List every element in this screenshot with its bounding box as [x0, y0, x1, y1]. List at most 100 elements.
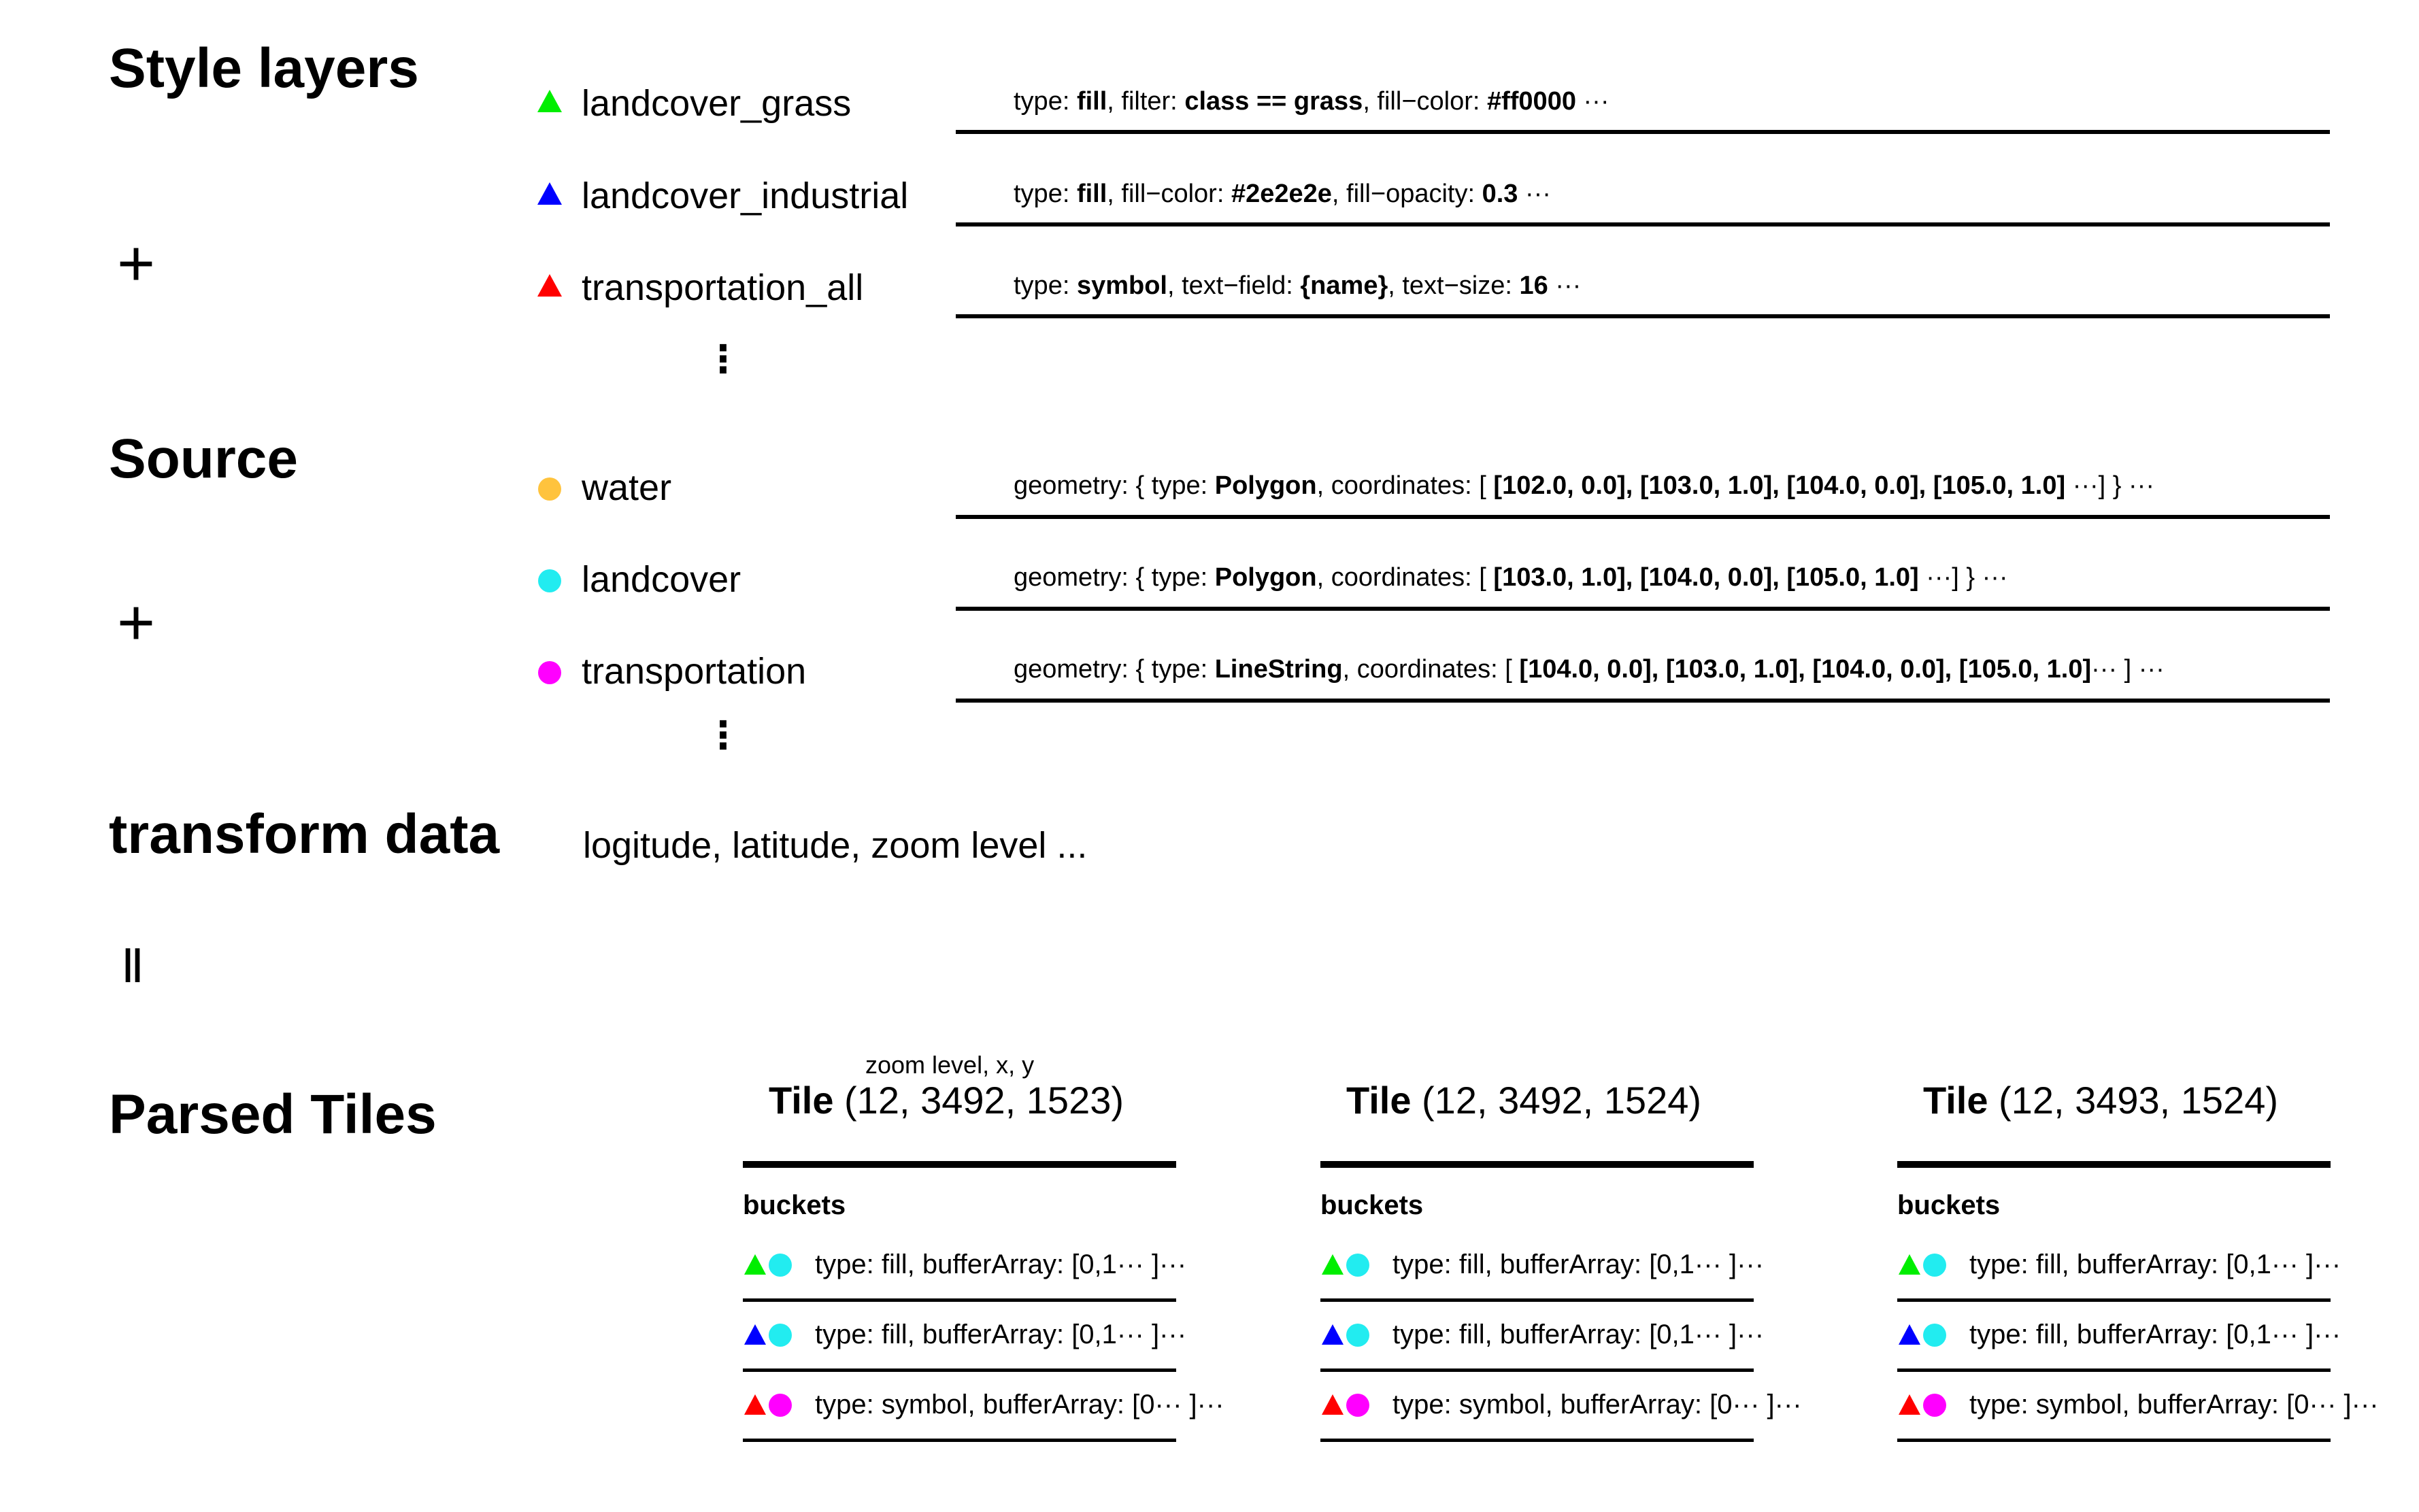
- prop-key: , coordinates: [: [1316, 563, 1494, 592]
- circle-marker-icon: [538, 661, 561, 684]
- prop-key: ···] } ···: [1918, 563, 2008, 592]
- style-layer-name: transportation_all: [582, 267, 864, 308]
- bucket-triangle-icon: [744, 1324, 766, 1345]
- tile-underline: [743, 1161, 1176, 1168]
- style-layer-props: type: symbol, text−field: {name}, text−s…: [1014, 273, 1581, 299]
- vertical-ellipsis: ⋮: [704, 713, 742, 756]
- tile-coords: (12, 3493, 1524): [1999, 1079, 2279, 1122]
- separator-line: [956, 314, 2330, 318]
- tile-title: Tile (12, 3492, 1523): [769, 1081, 1124, 1120]
- transform-data-text: logitude, latitude, zoom level ...: [583, 825, 1088, 866]
- bucket-text: type: symbol, bufferArray: [0··· ]···: [1969, 1390, 2379, 1419]
- prop-value: Polygon: [1214, 471, 1317, 500]
- heading-source: Source: [109, 428, 298, 490]
- heading-style-layers: Style layers: [109, 37, 419, 99]
- tile-word: Tile: [1346, 1079, 1412, 1122]
- prop-value: [103.0, 1.0], [104.0, 0.0], [105.0, 1.0]: [1493, 563, 1919, 592]
- separator-line: [956, 222, 2330, 226]
- prop-value: [102.0, 0.0], [103.0, 1.0], [104.0, 0.0]…: [1493, 471, 2066, 500]
- tile-word: Tile: [769, 1079, 834, 1122]
- circle-marker-icon: [538, 569, 561, 592]
- source-name: transportation: [582, 651, 807, 692]
- prop-key: , fill−color:: [1363, 87, 1487, 116]
- triangle-marker-icon: [537, 90, 562, 112]
- prop-key: geometry: { type:: [1014, 471, 1215, 500]
- bucket-text: type: symbol, bufferArray: [0··· ]···: [815, 1390, 1224, 1419]
- bucket-circle-icon: [1346, 1394, 1369, 1417]
- bucket-separator: [743, 1298, 1176, 1302]
- style-layer-name: landcover_industrial: [582, 175, 909, 216]
- bucket-triangle-icon: [744, 1254, 766, 1275]
- source-name: water: [582, 467, 672, 508]
- equals-operator: II: [121, 939, 144, 993]
- tile-title: Tile (12, 3492, 1524): [1346, 1081, 1701, 1120]
- tile-title: Tile (12, 3493, 1524): [1923, 1081, 2278, 1120]
- tile-coords: (12, 3492, 1524): [1422, 1079, 1702, 1122]
- prop-value: fill: [1076, 180, 1107, 208]
- bucket-separator: [743, 1368, 1176, 1372]
- tile-underline: [1320, 1161, 1754, 1168]
- separator-line: [956, 699, 2330, 703]
- prop-key: type:: [1014, 87, 1077, 116]
- bucket-separator: [1320, 1298, 1754, 1302]
- bucket-text: type: symbol, bufferArray: [0··· ]···: [1392, 1390, 1802, 1419]
- source-geometry: geometry: { type: Polygon, coordinates: …: [1014, 473, 2154, 499]
- tile-coords: (12, 3492, 1523): [844, 1079, 1124, 1122]
- style-layer-props: type: fill, filter: class == grass, fill…: [1014, 88, 1609, 114]
- tile-coordinate-label: zoom level, x, y: [865, 1051, 1035, 1079]
- prop-key: geometry: { type:: [1014, 655, 1215, 684]
- prop-value: symbol: [1076, 271, 1167, 300]
- prop-key: , fill−opacity:: [1331, 180, 1482, 208]
- buckets-label: buckets: [743, 1190, 846, 1220]
- bucket-triangle-icon: [1899, 1254, 1920, 1275]
- prop-key: , coordinates: [: [1342, 655, 1520, 684]
- bucket-circle-icon: [1346, 1324, 1369, 1347]
- prop-key: geometry: { type:: [1014, 563, 1215, 592]
- prop-key: ···] } ···: [2065, 471, 2154, 500]
- bucket-triangle-icon: [1899, 1324, 1920, 1345]
- bucket-separator: [743, 1439, 1176, 1442]
- prop-key: ···: [1548, 271, 1582, 300]
- prop-key: type:: [1014, 180, 1077, 208]
- bucket-separator: [1320, 1368, 1754, 1372]
- prop-key: , filter:: [1107, 87, 1185, 116]
- bucket-circle-icon: [1923, 1254, 1946, 1277]
- triangle-marker-icon: [537, 274, 562, 297]
- bucket-circle-icon: [769, 1394, 792, 1417]
- bucket-text: type: fill, bufferArray: [0,1··· ]···: [1392, 1249, 1765, 1279]
- bucket-triangle-icon: [744, 1394, 766, 1415]
- bucket-triangle-icon: [1899, 1394, 1920, 1415]
- prop-value: Polygon: [1214, 563, 1317, 592]
- bucket-circle-icon: [769, 1254, 792, 1277]
- prop-key: type:: [1014, 271, 1077, 300]
- heading-transform: transform data: [109, 803, 500, 865]
- prop-key: ···: [1575, 87, 1609, 116]
- prop-key: , text−size:: [1388, 271, 1520, 300]
- prop-key: , coordinates: [: [1316, 471, 1494, 500]
- prop-value: {name}: [1300, 271, 1388, 300]
- prop-key: ··· ] ···: [2091, 655, 2165, 684]
- prop-value: #ff0000: [1486, 87, 1576, 116]
- bucket-circle-icon: [769, 1324, 792, 1347]
- source-geometry: geometry: { type: LineString, coordinate…: [1014, 656, 2165, 682]
- bucket-circle-icon: [1923, 1324, 1946, 1347]
- source-name: landcover: [582, 559, 741, 600]
- separator-line: [956, 130, 2330, 134]
- prop-value: 16: [1519, 271, 1548, 300]
- plus-operator: +: [117, 586, 156, 659]
- vertical-ellipsis: ⋮: [704, 337, 742, 380]
- separator-line: [956, 607, 2330, 611]
- bucket-separator: [1897, 1298, 2331, 1302]
- buckets-label: buckets: [1897, 1190, 2001, 1220]
- bucket-triangle-icon: [1322, 1394, 1344, 1415]
- bucket-separator: [1897, 1439, 2331, 1442]
- bucket-text: type: fill, bufferArray: [0,1··· ]···: [815, 1320, 1187, 1349]
- prop-value: fill: [1076, 87, 1107, 116]
- prop-key: ···: [1518, 180, 1551, 208]
- bucket-triangle-icon: [1322, 1254, 1344, 1275]
- bucket-text: type: fill, bufferArray: [0,1··· ]···: [1969, 1249, 2341, 1279]
- prop-value: #2e2e2e: [1231, 180, 1332, 208]
- source-geometry: geometry: { type: Polygon, coordinates: …: [1014, 565, 2008, 590]
- bucket-separator: [1320, 1439, 1754, 1442]
- bucket-text: type: fill, bufferArray: [0,1··· ]···: [815, 1249, 1187, 1279]
